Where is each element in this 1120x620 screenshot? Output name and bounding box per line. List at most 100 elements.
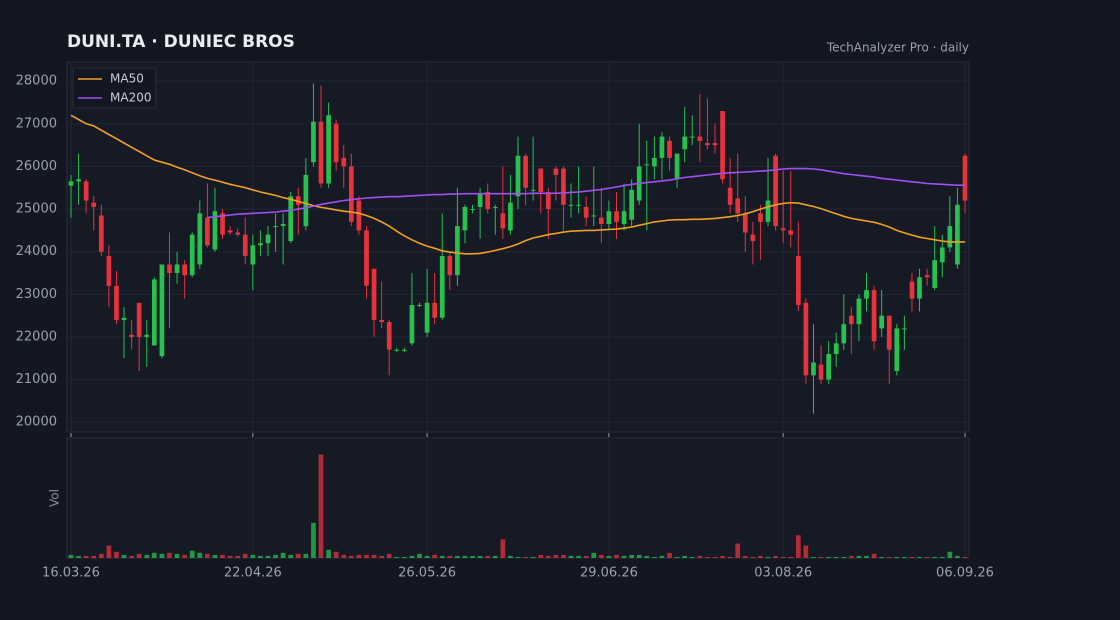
volume-bar — [833, 556, 839, 558]
candle-body — [91, 202, 97, 207]
candle-body — [758, 213, 763, 222]
volume-bar — [591, 552, 597, 558]
volume-bar — [652, 556, 657, 558]
candle-body — [909, 281, 915, 299]
candle-body — [530, 189, 536, 191]
volume-bar — [439, 555, 445, 558]
volume-bar — [598, 554, 604, 558]
candle-body — [917, 277, 922, 299]
candle-body — [614, 211, 619, 222]
volume-bar — [583, 555, 589, 558]
volume-bar — [212, 554, 218, 558]
candle-body — [803, 302, 809, 376]
candle-body — [795, 255, 801, 305]
volume-bar — [659, 555, 665, 558]
candle-body — [288, 196, 294, 242]
volume-bar — [795, 535, 801, 558]
volume-panel — [66, 437, 970, 559]
volume-bar — [674, 556, 680, 558]
candle-body — [417, 304, 422, 306]
candle-body — [439, 255, 445, 318]
candle-body — [311, 121, 316, 163]
candle-body — [841, 324, 847, 344]
volume-bar — [886, 556, 892, 558]
y-tick-label: 28000 — [16, 74, 57, 89]
candle-body — [470, 209, 475, 211]
volume-bar — [477, 555, 483, 558]
volume-bar — [871, 553, 877, 558]
volume-bar — [530, 556, 536, 558]
candle-body — [121, 317, 127, 320]
candle-body — [424, 302, 430, 333]
candle-body — [788, 230, 794, 235]
volume-bar — [227, 555, 233, 558]
candle-body — [576, 204, 581, 206]
volume-bar — [803, 545, 809, 558]
candle-body — [136, 302, 142, 337]
volume-bar — [849, 555, 854, 558]
volume-bar — [386, 553, 392, 558]
volume-bar — [136, 553, 142, 558]
volume-bar — [174, 553, 180, 558]
candle-body — [129, 334, 134, 337]
volume-bar — [258, 555, 263, 558]
volume-bar — [636, 554, 642, 558]
volume-bar — [788, 556, 794, 558]
candle-body — [826, 353, 831, 380]
candle-body — [227, 230, 233, 233]
candle-body — [939, 247, 945, 263]
volume-bar — [144, 554, 150, 558]
candle-body — [76, 179, 81, 182]
y-tick-label: 24000 — [16, 244, 57, 259]
chart-title: DUNI.TA · DUNIEC BROS — [67, 32, 295, 52]
candle-body — [98, 215, 104, 252]
candle-body — [727, 187, 733, 205]
volume-bar — [508, 555, 513, 558]
candle-body — [295, 196, 301, 205]
volume-bar — [432, 554, 438, 558]
volume-bar — [76, 555, 81, 558]
y-tick-label: 27000 — [16, 116, 57, 131]
volume-bar — [962, 556, 968, 558]
candle-body — [894, 328, 900, 372]
x-tick-label: 16.03.26 — [42, 566, 100, 581]
candle-body — [326, 115, 331, 184]
candle-body — [962, 155, 968, 201]
candle-body — [742, 213, 748, 233]
volume-bar — [311, 522, 316, 558]
candle-body — [144, 334, 150, 337]
x-tick-label: 06.09.26 — [936, 566, 994, 581]
candle-body — [432, 302, 438, 318]
y-tick-label: 22000 — [16, 329, 57, 344]
volume-bar — [379, 555, 384, 558]
volume-bar — [545, 555, 551, 558]
y-tick-label: 21000 — [16, 372, 57, 387]
candle-body — [508, 202, 513, 231]
candle-body — [886, 315, 892, 350]
volume-bar — [242, 553, 248, 558]
volume-bar — [121, 554, 127, 558]
volume-bar — [280, 552, 286, 558]
volume-bar — [447, 555, 453, 558]
candle-body — [606, 211, 612, 224]
volume-bar — [295, 553, 301, 558]
volume-bar — [182, 554, 187, 558]
volume-bar — [818, 556, 824, 558]
candle-body — [348, 166, 354, 222]
candle-body — [773, 155, 778, 227]
candle-body — [318, 121, 324, 184]
candle-body — [712, 142, 718, 146]
volume-bar — [151, 552, 157, 558]
volume-bar — [189, 550, 195, 558]
volume-bar — [879, 556, 885, 558]
candle-body — [583, 206, 589, 218]
candle-body — [689, 136, 695, 138]
volume-bar — [758, 555, 763, 558]
candle-body — [780, 228, 786, 231]
candle-body — [394, 349, 400, 351]
volume-bar — [348, 555, 354, 558]
volume-bar — [826, 556, 831, 558]
volume-bar — [250, 554, 256, 558]
volume-bar — [894, 556, 900, 558]
volume-bar — [538, 554, 544, 558]
